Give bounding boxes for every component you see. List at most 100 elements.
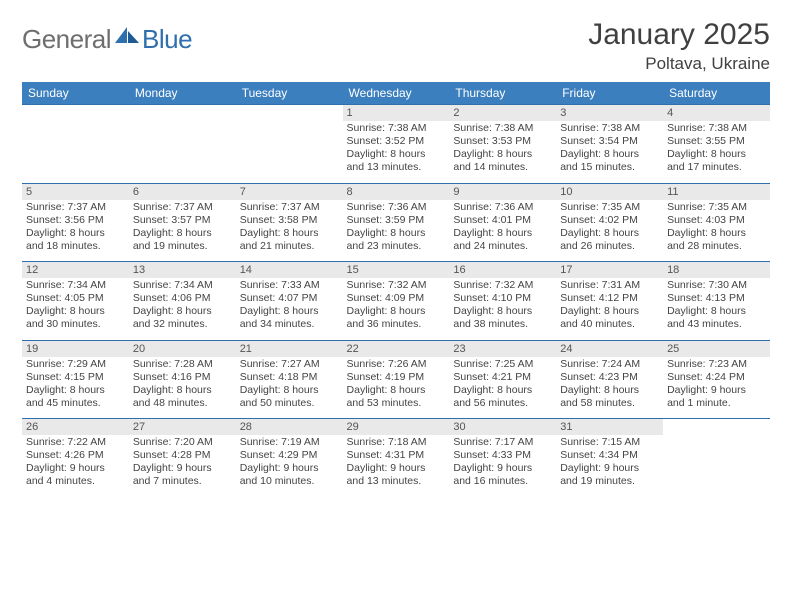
calendar-table: SundayMondayTuesdayWednesdayThursdayFrid… (22, 82, 770, 497)
daylight-line2: and 32 minutes. (133, 318, 232, 331)
day-cell: Sunrise: 7:37 AMSunset: 3:57 PMDaylight:… (129, 200, 236, 262)
daylight-line2: and 24 minutes. (453, 240, 552, 253)
day-number: 14 (236, 262, 343, 279)
daylight-line1: Daylight: 8 hours (133, 384, 232, 397)
daylight-line1: Daylight: 8 hours (133, 305, 232, 318)
day-cell: Sunrise: 7:17 AMSunset: 4:33 PMDaylight:… (449, 435, 556, 497)
daylight-line2: and 16 minutes. (453, 475, 552, 488)
daylight-line2: and 15 minutes. (560, 161, 659, 174)
sunset-text: Sunset: 4:13 PM (667, 292, 766, 305)
sunset-text: Sunset: 3:55 PM (667, 135, 766, 148)
day-number: 27 (129, 419, 236, 436)
sunset-text: Sunset: 4:09 PM (347, 292, 446, 305)
sunrise-text: Sunrise: 7:30 AM (667, 279, 766, 292)
daylight-line2: and 14 minutes. (453, 161, 552, 174)
day-cell: Sunrise: 7:20 AMSunset: 4:28 PMDaylight:… (129, 435, 236, 497)
day-number: 6 (129, 183, 236, 200)
day-cell (236, 121, 343, 183)
sunrise-text: Sunrise: 7:23 AM (667, 358, 766, 371)
day-cell: Sunrise: 7:24 AMSunset: 4:23 PMDaylight:… (556, 357, 663, 419)
day-number: 1 (343, 105, 450, 122)
day-number: 9 (449, 183, 556, 200)
sunset-text: Sunset: 4:10 PM (453, 292, 552, 305)
sunrise-text: Sunrise: 7:32 AM (453, 279, 552, 292)
month-title: January 2025 (588, 18, 770, 52)
daylight-line2: and 7 minutes. (133, 475, 232, 488)
daylight-line1: Daylight: 8 hours (26, 227, 125, 240)
day-header: Sunday (22, 82, 129, 105)
day-header: Friday (556, 82, 663, 105)
logo: General Blue (22, 18, 192, 55)
daylight-line2: and 13 minutes. (347, 161, 446, 174)
day-cell: Sunrise: 7:37 AMSunset: 3:56 PMDaylight:… (22, 200, 129, 262)
daylight-line1: Daylight: 9 hours (26, 462, 125, 475)
day-cell: Sunrise: 7:28 AMSunset: 4:16 PMDaylight:… (129, 357, 236, 419)
day-number (22, 105, 129, 122)
daylight-line1: Daylight: 8 hours (453, 148, 552, 161)
day-number: 28 (236, 419, 343, 436)
day-cell (22, 121, 129, 183)
header: General Blue January 2025 Poltava, Ukrai… (22, 18, 770, 74)
daylight-line2: and 48 minutes. (133, 397, 232, 410)
day-cell: Sunrise: 7:32 AMSunset: 4:09 PMDaylight:… (343, 278, 450, 340)
daylight-line2: and 50 minutes. (240, 397, 339, 410)
daylight-line1: Daylight: 8 hours (453, 384, 552, 397)
day-header: Tuesday (236, 82, 343, 105)
sunset-text: Sunset: 4:19 PM (347, 371, 446, 384)
daynum-row: 19202122232425 (22, 340, 770, 357)
sunset-text: Sunset: 4:06 PM (133, 292, 232, 305)
day-number: 25 (663, 340, 770, 357)
day-header: Wednesday (343, 82, 450, 105)
day-number: 26 (22, 419, 129, 436)
day-number: 12 (22, 262, 129, 279)
detail-row: Sunrise: 7:37 AMSunset: 3:56 PMDaylight:… (22, 200, 770, 262)
day-cell: Sunrise: 7:32 AMSunset: 4:10 PMDaylight:… (449, 278, 556, 340)
daylight-line2: and 13 minutes. (347, 475, 446, 488)
day-number: 30 (449, 419, 556, 436)
day-number (236, 105, 343, 122)
daylight-line1: Daylight: 9 hours (560, 462, 659, 475)
daylight-line1: Daylight: 9 hours (453, 462, 552, 475)
day-cell: Sunrise: 7:34 AMSunset: 4:05 PMDaylight:… (22, 278, 129, 340)
day-header: Thursday (449, 82, 556, 105)
day-header-row: SundayMondayTuesdayWednesdayThursdayFrid… (22, 82, 770, 105)
daylight-line1: Daylight: 8 hours (133, 227, 232, 240)
daylight-line1: Daylight: 8 hours (667, 227, 766, 240)
day-number: 7 (236, 183, 343, 200)
day-number: 4 (663, 105, 770, 122)
detail-row: Sunrise: 7:22 AMSunset: 4:26 PMDaylight:… (22, 435, 770, 497)
daylight-line2: and 30 minutes. (26, 318, 125, 331)
sunrise-text: Sunrise: 7:34 AM (26, 279, 125, 292)
daylight-line2: and 19 minutes. (560, 475, 659, 488)
sunrise-text: Sunrise: 7:36 AM (453, 201, 552, 214)
daylight-line1: Daylight: 9 hours (667, 384, 766, 397)
sunset-text: Sunset: 4:03 PM (667, 214, 766, 227)
day-number: 31 (556, 419, 663, 436)
sunset-text: Sunset: 4:02 PM (560, 214, 659, 227)
daylight-line2: and 18 minutes. (26, 240, 125, 253)
sunrise-text: Sunrise: 7:37 AM (133, 201, 232, 214)
day-number: 16 (449, 262, 556, 279)
day-header: Monday (129, 82, 236, 105)
daylight-line1: Daylight: 8 hours (347, 148, 446, 161)
day-number: 11 (663, 183, 770, 200)
calendar-page: General Blue January 2025 Poltava, Ukrai… (0, 0, 792, 507)
day-number: 3 (556, 105, 663, 122)
day-number: 23 (449, 340, 556, 357)
daylight-line2: and 21 minutes. (240, 240, 339, 253)
day-cell: Sunrise: 7:23 AMSunset: 4:24 PMDaylight:… (663, 357, 770, 419)
daylight-line1: Daylight: 8 hours (560, 148, 659, 161)
day-cell: Sunrise: 7:33 AMSunset: 4:07 PMDaylight:… (236, 278, 343, 340)
day-number: 5 (22, 183, 129, 200)
sunset-text: Sunset: 4:01 PM (453, 214, 552, 227)
day-header: Saturday (663, 82, 770, 105)
sunrise-text: Sunrise: 7:20 AM (133, 436, 232, 449)
day-cell: Sunrise: 7:38 AMSunset: 3:55 PMDaylight:… (663, 121, 770, 183)
daylight-line2: and 4 minutes. (26, 475, 125, 488)
daylight-line2: and 23 minutes. (347, 240, 446, 253)
day-number: 19 (22, 340, 129, 357)
daylight-line2: and 43 minutes. (667, 318, 766, 331)
daylight-line1: Daylight: 9 hours (133, 462, 232, 475)
sunset-text: Sunset: 3:59 PM (347, 214, 446, 227)
sunrise-text: Sunrise: 7:15 AM (560, 436, 659, 449)
